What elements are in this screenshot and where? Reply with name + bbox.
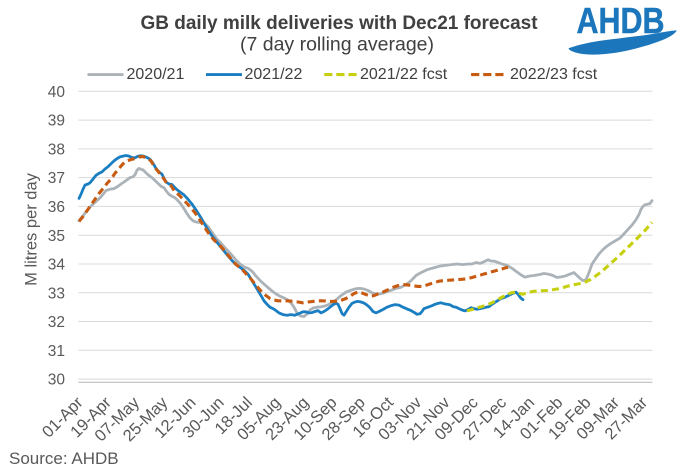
svg-text:31: 31 [48,343,65,360]
svg-text:39: 39 [48,113,65,130]
svg-text:38: 38 [48,142,65,159]
svg-text:30: 30 [48,372,66,389]
svg-text:GB daily milk deliveries with: GB daily milk deliveries with Dec21 fore… [140,13,538,34]
svg-text:34: 34 [48,257,66,274]
svg-text:2021/22: 2021/22 [245,66,303,83]
svg-text:33: 33 [48,285,65,302]
svg-text:2020/21: 2020/21 [127,66,185,83]
svg-text:36: 36 [48,199,65,216]
svg-text:2022/23 fcst: 2022/23 fcst [510,66,598,83]
svg-text:2021/22 fcst: 2021/22 fcst [360,66,448,83]
svg-text:AHDB: AHDB [577,0,665,41]
svg-text:Source: AHDB: Source: AHDB [9,449,119,468]
svg-text:40: 40 [48,84,66,101]
svg-text:35: 35 [48,228,65,245]
svg-text:32: 32 [48,314,65,331]
svg-text:(7 day rolling average): (7 day rolling average) [240,34,434,56]
svg-text:M litres per day: M litres per day [23,172,41,286]
svg-text:37: 37 [48,170,65,187]
